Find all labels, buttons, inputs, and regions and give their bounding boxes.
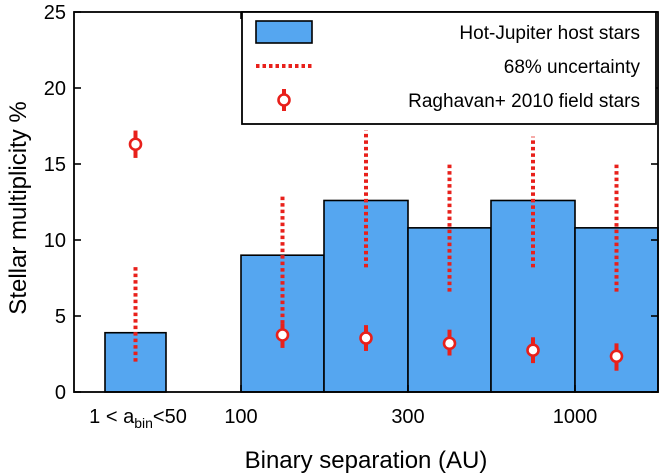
legend: Hot-Jupiter host stars 68% uncertainty R… xyxy=(241,11,657,125)
legend-swatch-bar xyxy=(255,20,313,44)
y-tick-label-15: 15 xyxy=(44,154,66,176)
y-axis-title: Stellar multiplicity % xyxy=(5,101,32,314)
field-marker-3 xyxy=(442,336,457,351)
field-marker-2 xyxy=(359,331,373,345)
legend-swatch-field-marker xyxy=(277,93,291,107)
field-marker-0 xyxy=(128,137,143,152)
x-tick-label-first-suffix: <50 xyxy=(153,406,187,428)
x-tick-label-1000: 1000 xyxy=(553,406,598,428)
legend-label-hot-jupiter: Hot-Jupiter host stars xyxy=(459,23,640,44)
x-axis-title: Binary separation (AU) xyxy=(245,447,488,474)
x-tick-label-first-prefix: 1 < a xyxy=(89,406,135,428)
x-tick-label-300: 300 xyxy=(391,406,424,428)
field-marker-1 xyxy=(275,328,290,342)
legend-label-field-stars: Raghavan+ 2010 field stars xyxy=(408,91,640,112)
y-tick-label-20: 20 xyxy=(44,78,66,100)
x-tick-label-first-subscript: bin xyxy=(134,415,153,431)
field-marker-4 xyxy=(526,343,540,358)
x-tick-label-100: 100 xyxy=(224,406,257,428)
y-tick-label-10: 10 xyxy=(44,230,66,252)
points-layer xyxy=(128,130,624,371)
errors-layer xyxy=(133,130,619,362)
bar-0 xyxy=(104,331,167,393)
y-tick-label-5: 5 xyxy=(55,306,66,328)
y-tick-label-0: 0 xyxy=(55,382,66,404)
bar-3 xyxy=(407,227,492,393)
bar-2 xyxy=(323,199,409,393)
legend-label-uncertainty: 68% uncertainty xyxy=(504,57,641,78)
field-marker-5 xyxy=(609,349,624,364)
bar-4 xyxy=(490,199,576,393)
bars-layer xyxy=(104,199,659,393)
y-tick-label-25: 25 xyxy=(44,2,66,24)
x-tick-label-first: 1 < abin<50 xyxy=(89,406,187,431)
